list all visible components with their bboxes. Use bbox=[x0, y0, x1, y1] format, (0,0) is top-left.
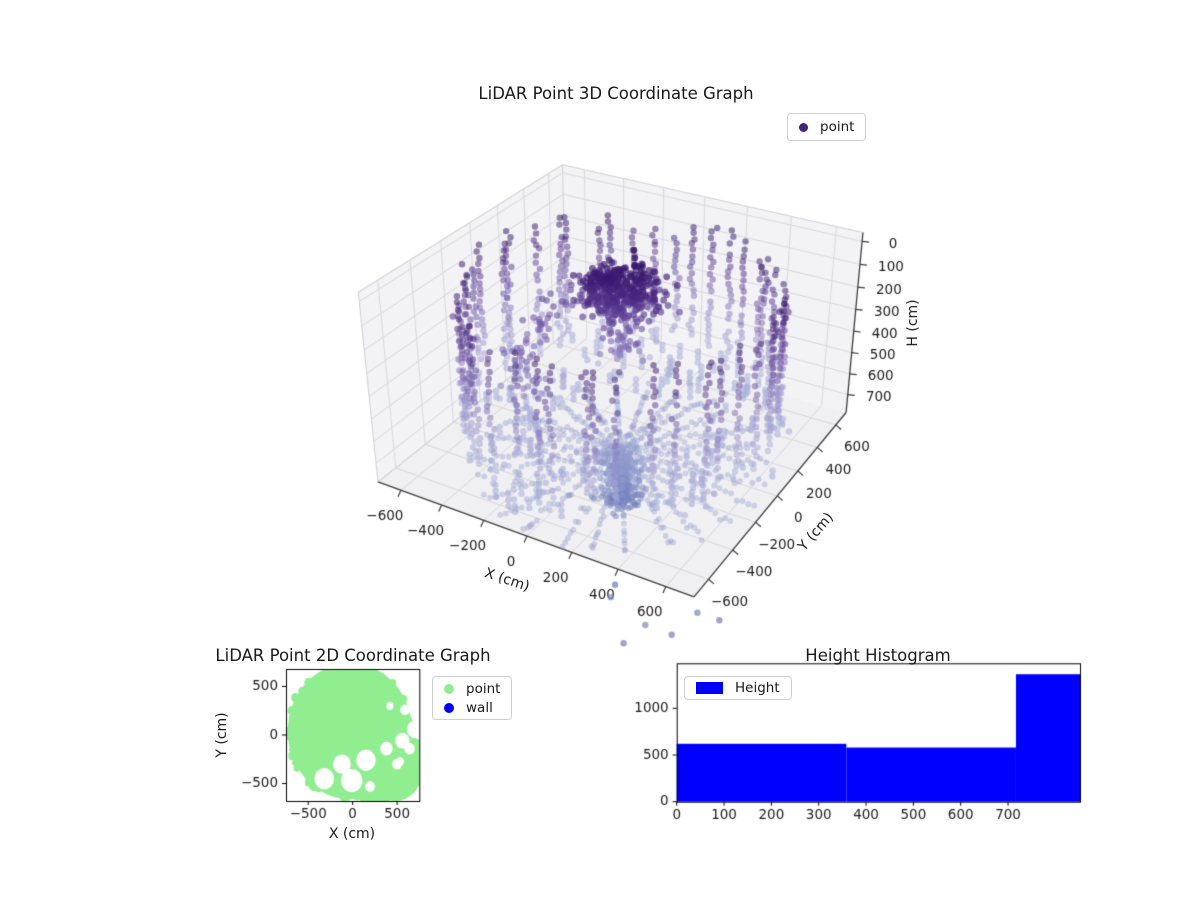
hist-legend: Height bbox=[684, 676, 792, 700]
legend-item-point: point bbox=[799, 119, 854, 135]
plot3d-title: LiDAR Point 3D Coordinate Graph bbox=[478, 84, 754, 103]
legend-item-wall: wall bbox=[444, 700, 500, 716]
legend-label: wall bbox=[466, 699, 493, 716]
point-marker-icon bbox=[799, 122, 808, 132]
legend-label: point bbox=[466, 680, 501, 697]
legend-item-height: Height bbox=[696, 680, 780, 696]
wall-marker-icon bbox=[444, 702, 454, 713]
plot2d-xaxis-label: X (cm) bbox=[328, 826, 376, 842]
height-swatch-icon bbox=[696, 682, 723, 694]
plot3d-legend: point bbox=[787, 113, 867, 141]
legend-label: point bbox=[820, 119, 855, 135]
plot2d-legend: point wall bbox=[432, 676, 513, 720]
plot3d-zaxis-label: H (cm) bbox=[905, 299, 921, 347]
legend-item-point: point bbox=[444, 681, 500, 697]
hist-title: Height Histogram bbox=[805, 646, 951, 665]
point-marker-icon bbox=[444, 683, 454, 694]
plot2d-yaxis-label: Y (cm) bbox=[214, 712, 230, 758]
legend-label: Height bbox=[735, 680, 780, 696]
plot2d-title: LiDAR Point 2D Coordinate Graph bbox=[215, 646, 491, 665]
